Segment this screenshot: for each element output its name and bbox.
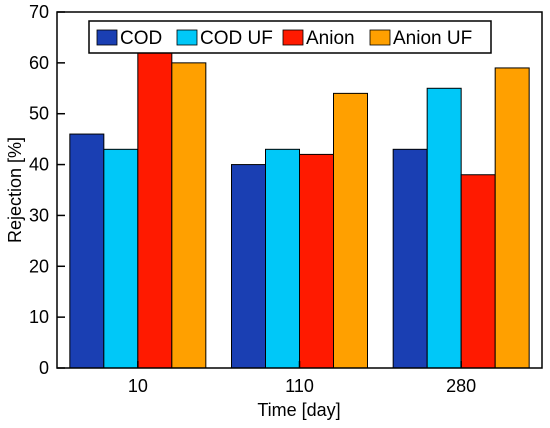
legend-label-anion: Anion (306, 28, 355, 49)
legend-label-anion-uf: Anion UF (393, 28, 472, 49)
bar-cod-uf-280 (426, 87, 462, 369)
y-tick-label-40: 40 (29, 155, 49, 175)
bar-cod-110 (231, 164, 266, 369)
bar-anion-280 (460, 174, 496, 369)
y-tick-label-10: 10 (29, 307, 49, 327)
bar-anion-uf-110 (333, 92, 368, 369)
bar-cod-280 (392, 148, 428, 369)
y-tick-label-50: 50 (29, 104, 49, 124)
y-tick-label-70: 70 (29, 2, 49, 22)
x-axis-title: Time [day] (257, 400, 340, 420)
legend-label-cod: COD (120, 28, 162, 49)
x-tick-label-280: 280 (446, 376, 476, 396)
bars-layer (69, 52, 530, 369)
bar-cod-10 (69, 133, 105, 369)
bar-cod-uf-110 (265, 148, 300, 369)
legend-swatch-anion (282, 29, 304, 46)
y-tick-label-30: 30 (29, 205, 49, 225)
bar-cod-uf-10 (103, 148, 139, 369)
y-tick-label-60: 60 (29, 53, 49, 73)
legend: COD COD UF Anion Anion UF (88, 20, 492, 54)
y-axis-title: Rejection [%] (5, 137, 25, 243)
legend-label-cod-uf: COD UF (200, 28, 273, 49)
ticks-layer: 0 10 20 30 40 50 60 70 10 110 280 (29, 2, 476, 396)
bar-anion-uf-280 (494, 67, 530, 369)
x-tick-label-10: 10 (128, 376, 148, 396)
bar-anion-uf-10 (171, 62, 207, 369)
bar-anion-10 (137, 52, 173, 369)
legend-swatch-anion-uf (369, 29, 391, 46)
legend-swatch-cod (96, 29, 118, 46)
y-tick-label-20: 20 (29, 256, 49, 276)
bar-anion-110 (299, 153, 334, 369)
y-tick-label-0: 0 (39, 358, 49, 378)
x-tick-label-110: 110 (285, 376, 314, 396)
legend-swatch-cod-uf (176, 29, 198, 46)
